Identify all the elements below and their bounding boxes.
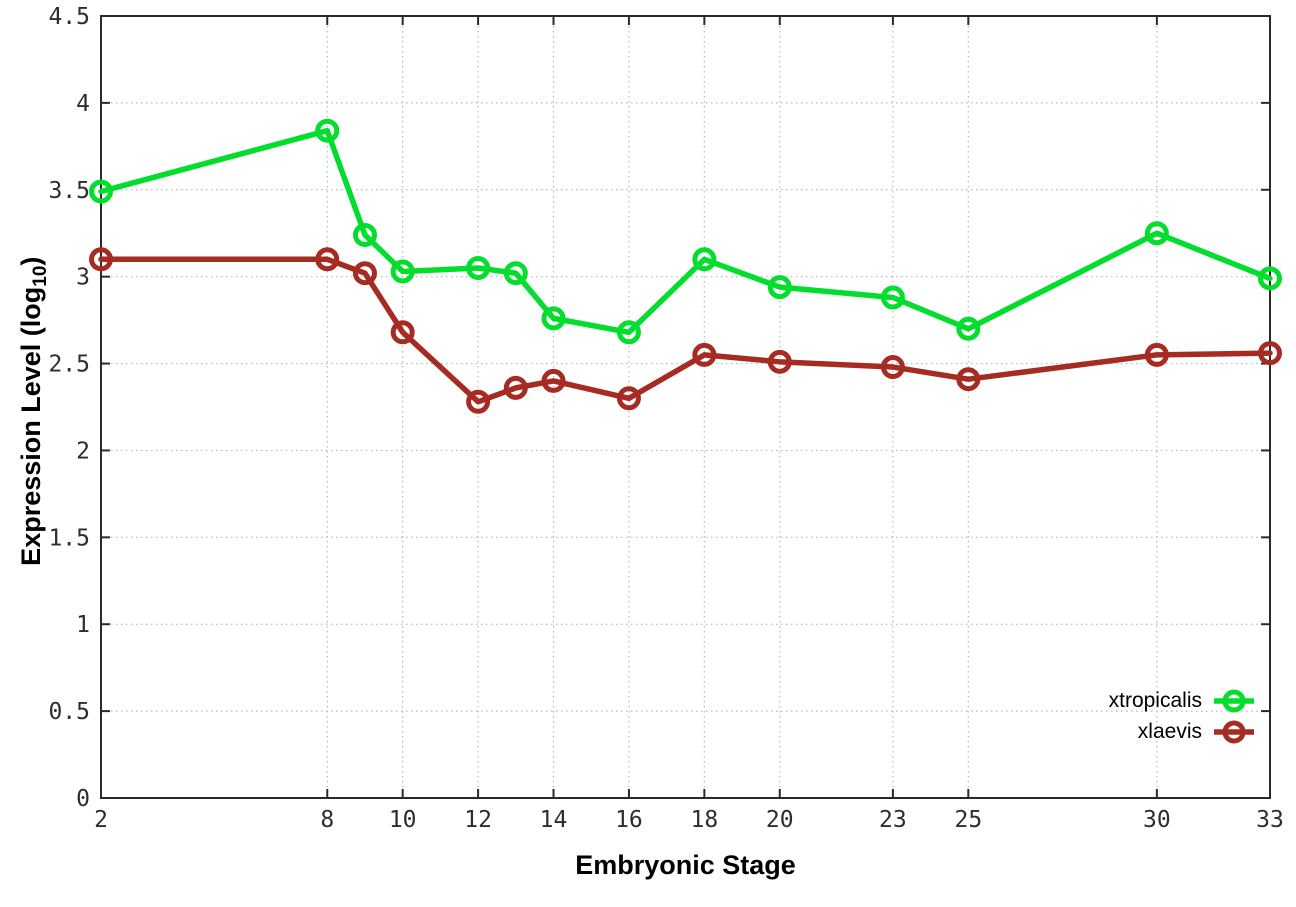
x-axis-title: Embryonic Stage <box>575 850 796 880</box>
xtropicalis-line-marker-icon <box>1214 689 1254 713</box>
y-tick-label: 0.5 <box>48 699 90 725</box>
legend: xtropicalis xlaevis <box>1109 687 1256 746</box>
data-point-xtropicalis <box>616 320 641 345</box>
data-point-xlaevis <box>692 342 717 367</box>
data-point-xlaevis <box>315 247 340 272</box>
data-point-xtropicalis <box>1144 221 1169 246</box>
data-point-xlaevis <box>503 375 528 400</box>
y-tick-label: 1.5 <box>48 525 90 551</box>
data-point-xtropicalis <box>767 275 792 300</box>
data-point-xtropicalis <box>541 306 566 331</box>
y-tick-label: 3 <box>76 265 90 291</box>
series-line-xtropicalis <box>98 127 1273 336</box>
legend-item-xtropicalis: xtropicalis <box>1109 687 1256 715</box>
y-tick-label: 4.5 <box>48 4 90 30</box>
y-tick-label: 2 <box>76 438 90 464</box>
y-tick-label: 3.5 <box>48 178 90 204</box>
data-point-xtropicalis <box>1258 266 1282 291</box>
y-axis-title: Expression Level (log10) <box>16 111 52 711</box>
x-tick-label: 30 <box>1143 807 1171 833</box>
data-point-xlaevis <box>880 355 905 380</box>
legend-label-xtropicalis: xtropicalis <box>1108 689 1202 712</box>
y-axis-title-suffix: ) <box>15 256 46 266</box>
data-point-xtropicalis <box>503 261 528 286</box>
legend-item-xlaevis: xlaevis <box>1109 718 1256 746</box>
data-point-xtropicalis <box>466 255 491 280</box>
x-tick-label: 12 <box>464 807 492 833</box>
x-tick-label: 18 <box>691 807 719 833</box>
data-point-xtropicalis <box>880 285 905 310</box>
x-tick-label: 20 <box>766 807 794 833</box>
y-tick-label: 2.5 <box>48 352 90 378</box>
data-point-xlaevis <box>352 261 377 286</box>
plot-border <box>100 15 1271 799</box>
data-point-xtropicalis <box>956 316 981 341</box>
x-tick-label: 16 <box>615 807 643 833</box>
data-point-xlaevis <box>89 247 113 272</box>
data-point-xlaevis <box>390 320 415 345</box>
x-tick-label: 8 <box>320 807 334 833</box>
y-tick-label: 0 <box>76 786 90 812</box>
y-axis-title-text: Expression Level (log <box>15 286 46 566</box>
y-tick-label: 4 <box>76 91 90 117</box>
data-point-xtropicalis <box>89 179 113 204</box>
x-tick-label: 25 <box>954 807 982 833</box>
y-tick-label: 1 <box>76 612 90 638</box>
data-point-xtropicalis <box>315 118 340 143</box>
x-tick-label: 10 <box>389 807 417 833</box>
x-tick-label: 14 <box>540 807 568 833</box>
data-point-xlaevis <box>466 389 491 414</box>
data-point-xlaevis <box>767 349 792 374</box>
legend-label-xlaevis: xlaevis <box>1137 720 1202 743</box>
x-tick-label: 33 <box>1256 807 1284 833</box>
y-axis-title-subscript: 10 <box>30 265 52 287</box>
data-point-xtropicalis <box>352 222 377 247</box>
data-point-xlaevis <box>1258 341 1282 366</box>
x-tick-label: 23 <box>879 807 907 833</box>
data-point-xlaevis <box>541 368 566 393</box>
x-tick-label: 2 <box>94 807 108 833</box>
data-point-xlaevis <box>1144 342 1169 367</box>
data-point-xlaevis <box>616 386 641 411</box>
xlaevis-line-marker-icon <box>1214 720 1254 744</box>
data-point-xtropicalis <box>390 259 415 284</box>
data-point-xtropicalis <box>692 247 717 272</box>
data-point-xlaevis <box>956 367 981 392</box>
